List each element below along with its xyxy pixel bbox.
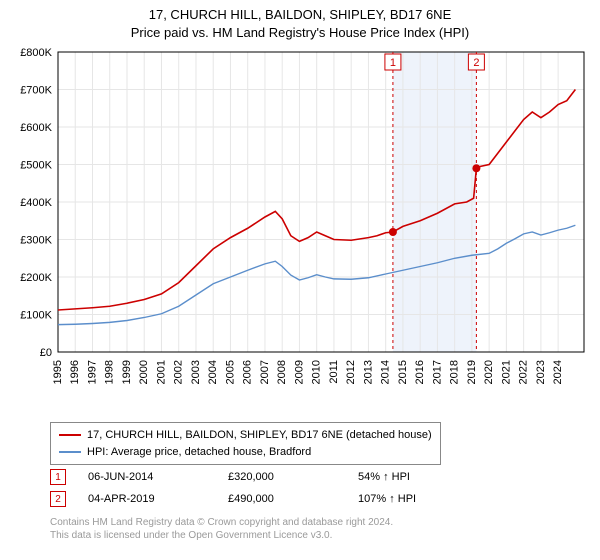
- svg-text:2018: 2018: [449, 360, 461, 384]
- svg-text:2022: 2022: [518, 360, 530, 384]
- event-table: 1 06-JUN-2014 £320,000 54% ↑ HPI 2 04-AP…: [50, 466, 498, 510]
- svg-text:2011: 2011: [328, 360, 340, 384]
- svg-text:2001: 2001: [155, 360, 167, 384]
- legend-item: HPI: Average price, detached house, Brad…: [59, 444, 432, 461]
- svg-text:1: 1: [390, 57, 396, 69]
- svg-text:£200K: £200K: [20, 272, 52, 284]
- svg-text:2005: 2005: [224, 360, 236, 384]
- svg-text:£500K: £500K: [20, 160, 52, 172]
- event-price: £490,000: [228, 493, 358, 505]
- svg-text:2016: 2016: [414, 360, 426, 384]
- svg-text:1999: 1999: [121, 360, 133, 384]
- svg-text:£100K: £100K: [20, 310, 52, 322]
- license-line2: This data is licensed under the Open Gov…: [50, 529, 393, 542]
- legend-item: 17, CHURCH HILL, BAILDON, SHIPLEY, BD17 …: [59, 427, 432, 444]
- svg-text:2009: 2009: [293, 360, 305, 384]
- svg-text:2002: 2002: [173, 360, 185, 384]
- svg-text:2014: 2014: [380, 360, 392, 384]
- svg-text:2024: 2024: [552, 360, 564, 384]
- svg-text:2004: 2004: [207, 360, 219, 384]
- svg-text:1996: 1996: [69, 360, 81, 384]
- svg-text:2015: 2015: [397, 360, 409, 384]
- event-hpi: 107% ↑ HPI: [358, 493, 498, 505]
- svg-text:£400K: £400K: [20, 197, 52, 209]
- svg-text:£700K: £700K: [20, 85, 52, 97]
- svg-text:2008: 2008: [276, 360, 288, 384]
- svg-text:2013: 2013: [362, 360, 374, 384]
- svg-text:2012: 2012: [345, 360, 357, 384]
- svg-text:£0: £0: [40, 347, 52, 359]
- svg-text:£800K: £800K: [20, 47, 52, 59]
- svg-text:£600K: £600K: [20, 122, 52, 134]
- title-line2: Price paid vs. HM Land Registry's House …: [0, 24, 600, 42]
- legend-label: HPI: Average price, detached house, Brad…: [87, 444, 311, 461]
- title-line1: 17, CHURCH HILL, BAILDON, SHIPLEY, BD17 …: [0, 6, 600, 24]
- legend-label: 17, CHURCH HILL, BAILDON, SHIPLEY, BD17 …: [87, 427, 432, 444]
- legend: 17, CHURCH HILL, BAILDON, SHIPLEY, BD17 …: [50, 422, 441, 465]
- svg-text:2010: 2010: [311, 360, 323, 384]
- svg-text:1995: 1995: [52, 360, 64, 384]
- event-date: 06-JUN-2014: [88, 471, 228, 483]
- svg-text:2: 2: [473, 57, 479, 69]
- svg-text:1998: 1998: [104, 360, 116, 384]
- svg-text:2021: 2021: [500, 360, 512, 384]
- event-marker: 2: [50, 491, 66, 507]
- svg-text:2000: 2000: [138, 360, 150, 384]
- svg-text:2019: 2019: [466, 360, 478, 384]
- svg-text:2020: 2020: [483, 360, 495, 384]
- event-marker: 1: [50, 469, 66, 485]
- svg-text:£300K: £300K: [20, 235, 52, 247]
- license-line1: Contains HM Land Registry data © Crown c…: [50, 516, 393, 529]
- chart-title: 17, CHURCH HILL, BAILDON, SHIPLEY, BD17 …: [0, 0, 600, 42]
- event-hpi: 54% ↑ HPI: [358, 471, 498, 483]
- svg-text:2006: 2006: [242, 360, 254, 384]
- svg-text:2023: 2023: [535, 360, 547, 384]
- event-row: 2 04-APR-2019 £490,000 107% ↑ HPI: [50, 488, 498, 510]
- event-row: 1 06-JUN-2014 £320,000 54% ↑ HPI: [50, 466, 498, 488]
- svg-text:1997: 1997: [86, 360, 98, 384]
- svg-text:2017: 2017: [431, 360, 443, 384]
- svg-text:2007: 2007: [259, 360, 271, 384]
- legend-swatch: [59, 451, 81, 453]
- event-date: 04-APR-2019: [88, 493, 228, 505]
- chart: £0 £100K £200K £300K £400K £500K £600K £700K £80…: [8, 44, 592, 414]
- event-price: £320,000: [228, 471, 358, 483]
- legend-swatch: [59, 434, 81, 436]
- license-text: Contains HM Land Registry data © Crown c…: [50, 516, 393, 542]
- svg-text:2003: 2003: [190, 360, 202, 384]
